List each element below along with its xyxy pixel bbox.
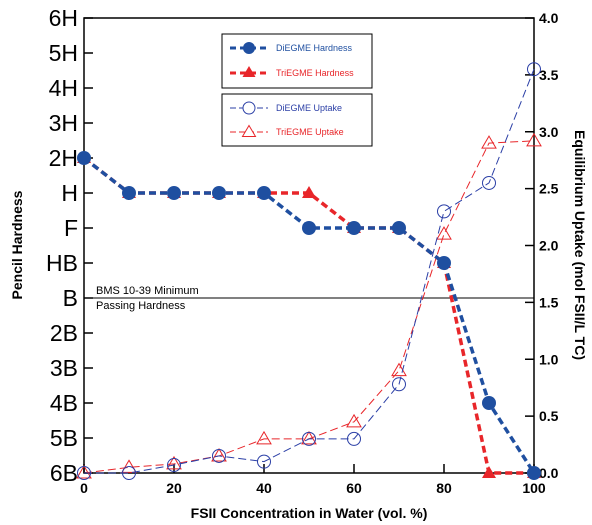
triegme-uptake-point [211,447,227,462]
legend-diegme-hardness-label: DiEGME Hardness [276,43,353,53]
y-left-tick-label: 5H [49,40,78,66]
x-tick-label: 40 [256,480,272,496]
diegme-hardness-point [212,186,226,200]
y-left-tick-label: B [63,285,78,311]
diegme-hardness-point [482,396,496,410]
triegme-hardness-point [482,466,496,478]
reference-label-line2: Passing Hardness [96,300,186,312]
diegme-hardness-point [302,221,316,235]
diegme-hardness-point [392,221,406,235]
diegme-hardness-point [437,256,451,270]
diegme-uptake-point [122,466,136,480]
diegme-uptake-line [84,69,535,474]
diegme-uptake-point [392,377,406,392]
y-left-tick-label: H [61,180,78,206]
triegme-uptake-point [436,226,452,240]
y-right-tick-label: 2.0 [539,238,559,254]
legend-hardness: DiEGME Hardness TriEGME Hardness [221,33,373,89]
reference-label-line1: BMS 10-39 Minimum [96,285,199,297]
triegme-hardness-line [82,156,534,475]
y-axis-label-right: Equilibrium Uptake (mol FSII/L TC) [572,130,588,360]
y-left-tick-label: 6H [49,5,78,31]
diegme-hardness-point [77,151,91,165]
diegme-hardness-point [122,186,136,200]
left-axis: 6B 5B 4B 3B 2B B HB FH 2H 3H 4H 5H 6H [46,5,93,486]
y-right-tick-label: 0.5 [539,408,559,424]
y-left-tick-label: 2B [50,320,78,346]
y-right-tick-label: 3.5 [539,67,559,83]
triegme-uptake-point [166,455,182,470]
diegme-uptake-point [302,431,316,446]
y-right-tick-label: 0.0 [539,465,559,481]
y-right-tick-label: 1.5 [539,294,559,310]
legend-triegme-uptake-label: TriEGME Uptake [276,127,344,137]
x-tick-label: 100 [522,480,546,496]
diegme-uptake-point [77,466,91,480]
right-axis: 0.0 0.5 1.0 1.5 2.0 2.5 3.0 3.5 4.0 [525,10,559,481]
triegme-uptake-point [301,430,317,445]
triegme-uptake-point [256,430,272,445]
diegme-uptake-point [527,62,541,77]
legend-triegme-hardness-label: TriEGME Hardness [276,68,354,78]
y-axis-label-left: Pencil Hardness [9,190,25,299]
legend-uptake-box [221,93,373,147]
diegme-hardness-point [167,186,181,200]
legend-uptake: DiEGME Uptake TriEGME Uptake [221,93,373,147]
diegme-uptake-point [257,454,271,469]
y-left-tick-label: 2H [49,145,78,171]
diegme-uptake-point [482,175,496,190]
triegme-hardness-point [302,186,316,198]
legend-diegme-uptake-label: DiEGME Uptake [276,103,342,113]
x-axis-label: FSII Concentration in Water (vol. %) [191,505,428,521]
y-left-tick-label: 6B [50,460,78,486]
triegme-uptake-point [76,465,92,479]
diegme-uptake-point [437,204,451,219]
x-tick-label: 20 [166,480,182,496]
y-left-tick-label: F [64,215,78,241]
diegme-uptake-point [167,458,181,473]
y-right-tick-label: 1.0 [539,351,559,367]
y-left-tick-label: 4H [49,75,78,101]
triegme-uptake-point [481,135,497,149]
y-right-tick-label: 2.5 [539,181,559,197]
x-tick-label: 0 [80,480,88,496]
y-right-tick-label: 3.0 [539,124,559,140]
diegme-uptake-point [347,431,361,446]
x-tick-label: 60 [346,480,362,496]
triegme-uptake-point [526,132,542,147]
x-tick-label: 80 [436,480,452,496]
y-left-tick-label: 3B [50,355,78,381]
triegme-uptake-point [121,459,137,473]
y-left-tick-label: HB [46,250,78,276]
legend-triegme-uptake-marker [241,124,257,137]
legend-diegme-uptake-marker [242,101,256,115]
legend-diegme-hardness-marker [243,42,255,54]
diegme-hardness-point [527,466,541,480]
diegme-hardness-line [82,156,536,474]
y-left-tick-label: 4B [50,390,78,416]
diegme-hardness-point [347,221,361,235]
series-layer [76,62,542,480]
triegme-uptake-point [346,413,362,428]
diegme-hardness-point [257,186,271,200]
legend-triegme-hardness-marker [242,66,256,77]
y-right-tick-label: 4.0 [539,10,559,26]
diegme-uptake-point [212,448,226,463]
y-left-tick-label: 5B [50,425,78,451]
y-left-tick-label: 3H [49,110,78,136]
